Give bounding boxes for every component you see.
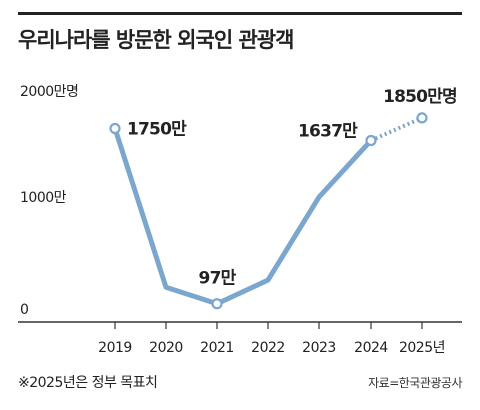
y-tick-label: 0 [20, 302, 28, 318]
data-label: 1850만명 [383, 87, 457, 107]
x-tick-label: 2024 [354, 340, 388, 356]
y-tick-label: 1000만 [20, 190, 67, 206]
chart-title: 우리나라를 방문한 외국인 관광객 [18, 28, 294, 52]
data-point [211, 298, 223, 310]
x-tick-label: 2020 [149, 340, 183, 356]
top-rule [18, 12, 462, 15]
x-tick-label: 2022 [251, 340, 285, 356]
data-point [416, 112, 428, 124]
series-line-projected [370, 116, 423, 143]
footnote: ※2025년은 정부 목표치 [18, 375, 158, 391]
series-line-actual [112, 126, 374, 307]
y-tick-label: 2000만명 [20, 84, 78, 100]
data-label: 97만 [199, 269, 237, 289]
x-tick-label: 2025년 [399, 340, 445, 356]
x-tick-label: 2023 [302, 340, 336, 356]
data-label: 1637만 [298, 121, 358, 141]
x-tick-label: 2019 [98, 340, 132, 356]
x-tick-label: 2021 [200, 340, 234, 356]
source-credit: 자료=한국관광공사 [368, 376, 462, 390]
data-point [365, 134, 377, 147]
data-label: 1750만 [127, 120, 187, 140]
data-point [109, 122, 121, 135]
